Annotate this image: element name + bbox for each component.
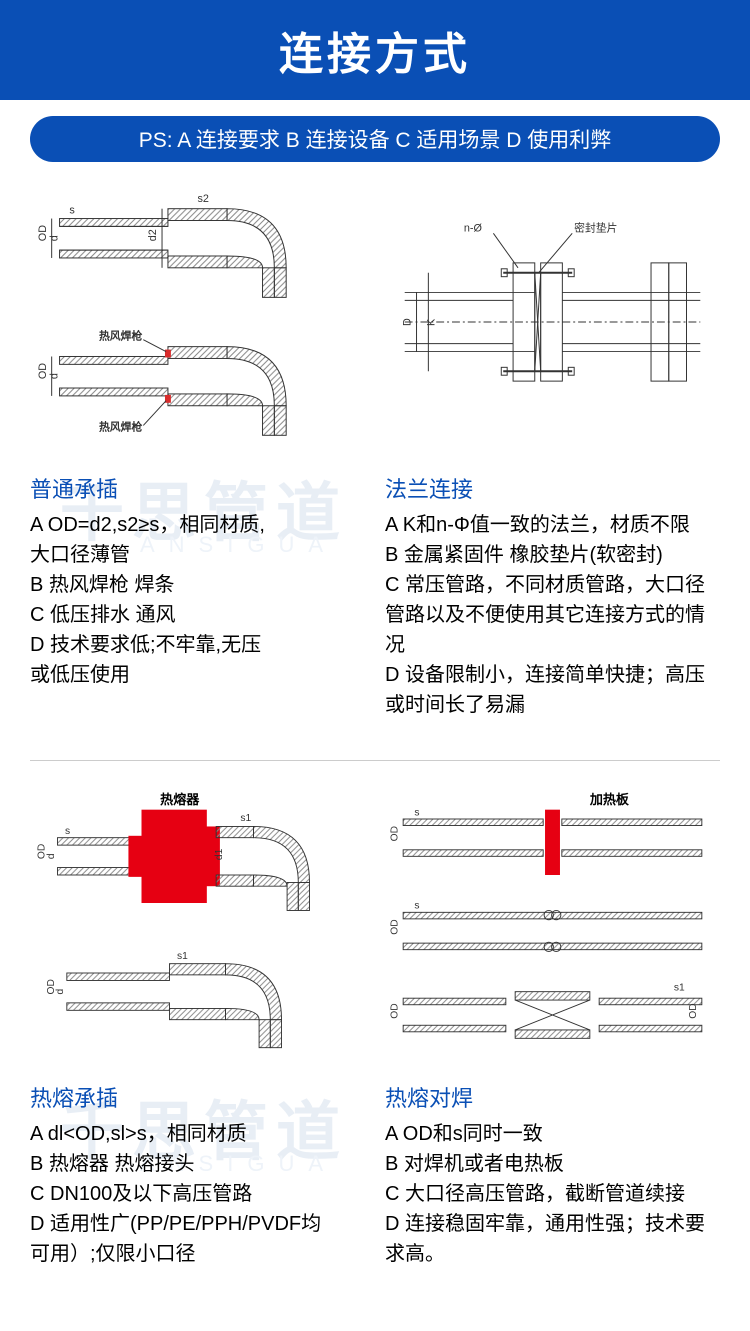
section-divider	[30, 760, 720, 761]
dim-s: s	[69, 205, 75, 217]
label-plate: 加热板	[589, 792, 630, 807]
dim-d3: d	[46, 853, 57, 859]
col-flange: n-Ø 密封垫片 D K 法兰连接 A K和n-Φ值一致的法兰，材质不限 B 金…	[385, 182, 720, 720]
desc-hot-socket: A dl<OD,sl>s，相同材质 B 热熔器 热熔接头 C DN100及以下高…	[30, 1119, 365, 1269]
dim-s1: s1	[240, 813, 251, 824]
section-2: 千思管道 ANSIGUA 热熔器	[0, 791, 750, 1299]
label-heater: 热熔器	[160, 792, 200, 807]
dim-d-2: d	[49, 373, 61, 379]
dim-K: K	[425, 318, 437, 326]
subheader-pill: PS: A 连接要求 B 连接设备 C 适用场景 D 使用利弊	[30, 116, 720, 162]
dim-od7: OD	[390, 1003, 401, 1018]
section-1: 千思管道 ANSIGUA	[0, 182, 750, 750]
title-hot-socket: 热熔承插	[30, 1081, 365, 1113]
dim-od8: OD	[688, 1003, 699, 1018]
dim-s1r: s1	[674, 983, 685, 994]
diagram-flange: n-Ø 密封垫片 D K	[385, 182, 720, 462]
dim-d: d	[49, 235, 61, 241]
dim-od2: OD	[37, 363, 49, 379]
label-gun-t: 热风焊枪	[99, 329, 142, 343]
dim-s3: s	[65, 826, 70, 837]
dim-s6: s	[414, 901, 419, 912]
page-header: 连接方式	[0, 0, 750, 100]
diagram-butt-weld: 加热板 OD s	[385, 791, 720, 1071]
dim-d1: d1	[214, 848, 225, 860]
label-gun-b: 热风焊枪	[99, 419, 142, 433]
dim-od5: OD	[390, 826, 401, 841]
title-socket: 普通承插	[30, 472, 365, 504]
title-butt-weld: 热熔对焊	[385, 1081, 720, 1113]
label-gasket: 密封垫片	[574, 220, 617, 234]
subheader-wrap: PS: A 连接要求 B 连接设备 C 适用场景 D 使用利弊	[0, 100, 750, 182]
label-nphi: n-Ø	[464, 222, 483, 234]
dim-d2: d2	[147, 229, 159, 241]
subheader-text: PS: A 连接要求 B 连接设备 C 适用场景 D 使用利弊	[139, 129, 612, 152]
desc-socket: A OD=d2,s2≥s，相同材质, 大口径薄管 B 热风焊枪 焊条 C 低压排…	[30, 510, 365, 690]
dim-s2: s2	[198, 193, 209, 205]
col-butt-weld: 加热板 OD s	[385, 791, 720, 1269]
diagram-hot-socket: 热熔器	[30, 791, 365, 1071]
diagram-socket: OD d s d2 s2	[30, 182, 365, 462]
title-flange: 法兰连接	[385, 472, 720, 504]
dim-s1b: s1	[177, 951, 188, 962]
dim-d4: d	[55, 988, 66, 994]
dim-s5: s	[414, 807, 419, 818]
col-hot-socket: 热熔器	[30, 791, 365, 1269]
dim-od6: OD	[390, 919, 401, 934]
desc-flange: A K和n-Φ值一致的法兰，材质不限 B 金属紧固件 橡胶垫片(软密封) C 常…	[385, 510, 720, 720]
header-title: 连接方式	[279, 30, 471, 79]
col-socket: OD d s d2 s2	[30, 182, 365, 720]
desc-butt-weld: A OD和s同时一致 B 对焊机或者电热板 C 大口径高压管路，截断管道续接 D…	[385, 1119, 720, 1269]
dim-od: OD	[37, 225, 49, 241]
dim-D: D	[402, 318, 414, 326]
